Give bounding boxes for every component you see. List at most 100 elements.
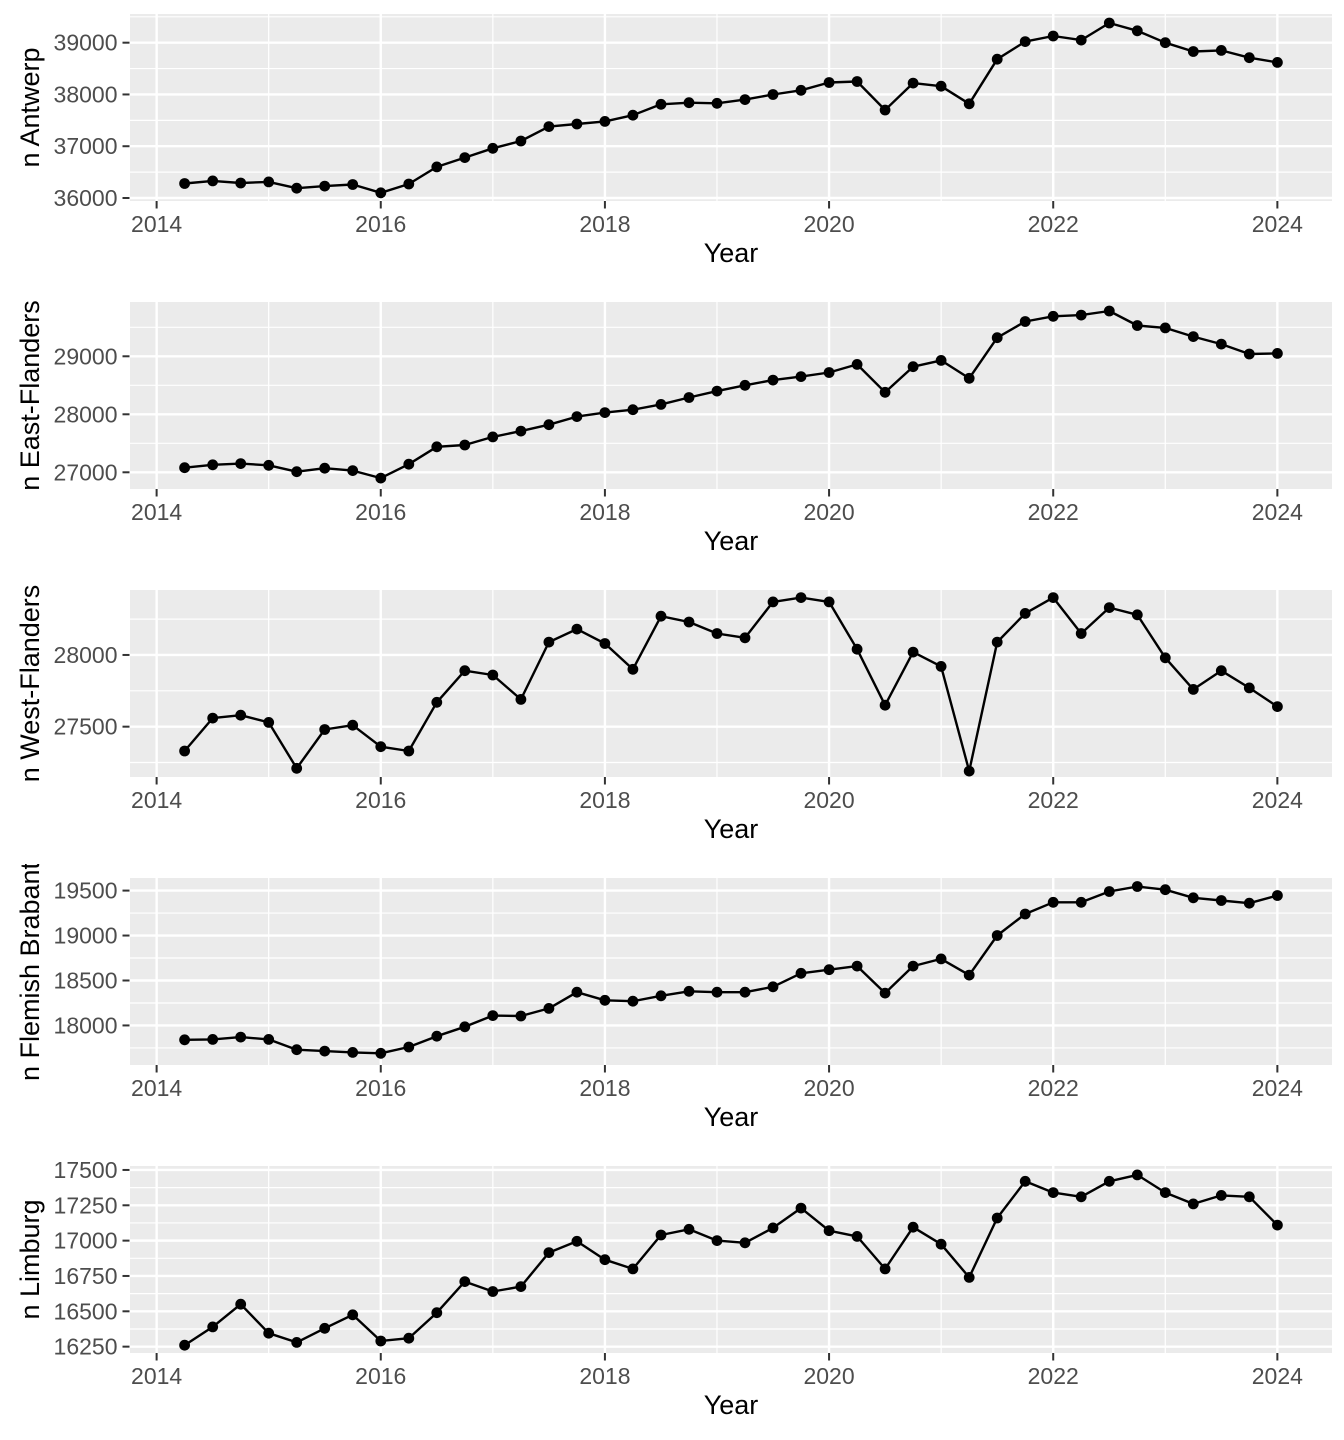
data-point <box>1272 1219 1283 1231</box>
data-point <box>571 1235 583 1247</box>
data-point <box>431 161 443 173</box>
data-line <box>183 596 1279 773</box>
data-point <box>179 178 191 189</box>
data-point <box>375 187 387 199</box>
data-point <box>1187 892 1199 904</box>
chart-svg: 2014 2016 2018 2020 2022 2024 27000 28000 29000 n… <box>15 300 1332 556</box>
x-axis-title: Year <box>704 1102 759 1132</box>
data-point <box>627 1263 639 1275</box>
data-point <box>879 987 891 999</box>
x-axis-tick-label: 2020 <box>803 1075 854 1101</box>
y-axis-tick-label: 38000 <box>54 81 118 107</box>
data-line <box>183 1173 1279 1347</box>
data-point <box>851 359 863 370</box>
x-axis-tick-label: 2020 <box>803 787 854 813</box>
data-point <box>1075 628 1087 639</box>
data-point <box>291 1044 303 1056</box>
data-point <box>459 1276 471 1287</box>
data-point <box>1272 57 1283 68</box>
x-axis-tick-label: 2018 <box>579 1363 630 1389</box>
data-point <box>263 176 275 188</box>
data-point <box>907 960 919 972</box>
data-point <box>235 1031 247 1043</box>
data-point <box>235 709 247 721</box>
data-point <box>823 1225 835 1237</box>
y-axis-tick-label: 36000 <box>54 185 118 211</box>
x-axis-tick-label: 2016 <box>355 1363 406 1389</box>
data-point <box>207 1034 219 1045</box>
panel-background <box>130 1166 1332 1353</box>
data-point <box>963 765 975 777</box>
chart-panel-east-flanders: 2014 2016 2018 2020 2022 2024 27000 28000 29000 n… <box>0 288 1344 576</box>
data-point <box>823 964 835 976</box>
data-point <box>263 1034 275 1045</box>
x-axis-tick-label: 2018 <box>579 787 630 813</box>
chart-svg: 2014 2016 2018 2020 2022 2024 36000 37000 38000 3… <box>15 14 1332 268</box>
data-point <box>571 623 583 635</box>
y-axis-tick-label: 16750 <box>54 1263 118 1289</box>
data-point <box>1047 592 1059 603</box>
x-axis-tick-label: 2016 <box>355 211 406 237</box>
data-point <box>543 121 555 132</box>
data-point <box>1215 338 1227 350</box>
data-point <box>319 180 331 192</box>
data-point <box>319 1322 331 1334</box>
y-axis-tick-label: 17000 <box>54 1228 118 1254</box>
data-point <box>1131 25 1143 37</box>
data-point <box>459 1021 471 1033</box>
data-point <box>739 986 751 998</box>
data-point <box>739 94 751 105</box>
data-point <box>767 596 779 608</box>
data-point <box>851 643 863 655</box>
y-axis-title: n Flemish Brabant <box>15 864 45 1081</box>
chart-panel-antwerp: 2014 2016 2018 2020 2022 2024 36000 37000 38000 3… <box>0 0 1344 288</box>
data-point <box>627 109 639 121</box>
data-point <box>1215 45 1227 56</box>
chart-svg: 2014 2016 2018 2020 2022 2024 18000 18500 19000 1… <box>15 864 1332 1132</box>
data-point <box>1019 316 1031 327</box>
data-point <box>235 1298 247 1310</box>
data-point <box>655 98 667 110</box>
y-axis-tick-label: 19500 <box>54 878 118 904</box>
data-point <box>1131 1169 1143 1181</box>
x-axis-title: Year <box>704 526 759 556</box>
data-point <box>1019 36 1031 47</box>
data-point <box>347 179 359 190</box>
data-point <box>263 459 275 471</box>
data-point <box>991 53 1003 65</box>
data-point <box>207 712 219 724</box>
data-point <box>403 1332 415 1344</box>
data-point <box>543 419 555 431</box>
data-point <box>459 439 471 451</box>
data-point <box>1075 34 1087 46</box>
data-point <box>1103 1175 1115 1187</box>
data-point <box>1272 348 1283 359</box>
x-axis-tick-label: 2020 <box>803 211 854 237</box>
y-axis-tick-label: 16250 <box>54 1334 118 1360</box>
data-point <box>291 182 303 194</box>
data-point <box>991 930 1003 941</box>
data-point <box>1103 17 1115 29</box>
data-point <box>599 116 611 127</box>
data-point <box>431 1030 443 1042</box>
data-point <box>487 1286 499 1297</box>
data-point <box>291 762 303 774</box>
data-point <box>347 719 359 731</box>
x-axis-tick-label: 2014 <box>131 211 182 237</box>
data-line <box>184 309 1278 480</box>
data-point <box>543 1003 555 1014</box>
data-point <box>487 142 499 154</box>
chart-panel-flemish-brabant: 2014 2016 2018 2020 2022 2024 18000 18500 19000 1… <box>0 864 1344 1152</box>
data-point <box>655 610 667 622</box>
data-point <box>907 1221 919 1233</box>
data-point <box>319 462 331 474</box>
x-axis-title: Year <box>704 238 759 268</box>
data-point <box>599 407 611 418</box>
y-axis-tick-label: 18000 <box>54 1012 118 1038</box>
data-point <box>1159 1187 1171 1198</box>
data-point <box>795 84 807 96</box>
data-point <box>375 472 387 484</box>
data-point <box>403 745 415 757</box>
data-point <box>963 372 975 384</box>
